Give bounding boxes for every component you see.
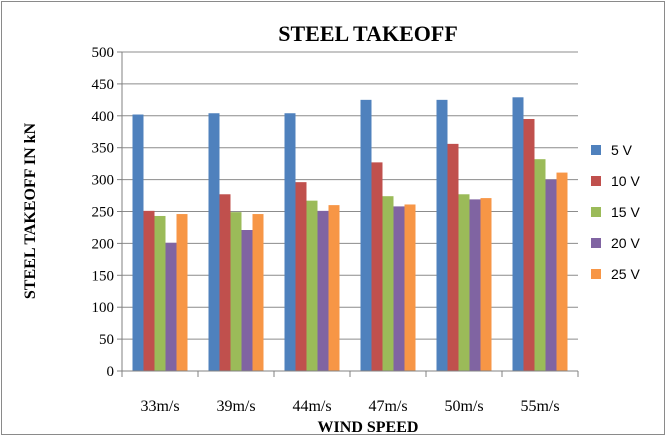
legend-label: 25 V [611,266,640,282]
bar [219,194,231,371]
bar [382,196,394,371]
bar [317,210,329,371]
bar [393,206,405,371]
bar [458,194,470,371]
bar [404,204,416,371]
legend: 5 V 10 V 15 V 20 V 25 V [591,142,640,282]
bar [306,200,318,371]
x-tick-labels: 33m/s 39m/s 44m/s 47m/s 50m/s 55m/s [140,398,559,415]
bar [523,118,535,372]
bar [241,230,253,371]
bar [284,113,296,372]
y-tick-label: 0 [107,364,115,380]
legend-label: 10 V [611,173,640,189]
bar [295,182,307,371]
x-tick-label: 39m/s [216,398,255,415]
bar [328,205,340,371]
y-tick-label: 200 [92,236,115,252]
bar [360,99,372,371]
y-axis-label: STEEL TAKEOFF IN kN [22,122,39,299]
legend-swatch [591,176,601,186]
x-tick-label: 55m/s [520,398,559,415]
bar [371,162,383,371]
y-tick-label: 100 [92,300,115,316]
y-tick-label: 300 [92,173,115,189]
bar [436,99,448,371]
bar [252,214,264,371]
bar [176,214,188,371]
y-tick-label: 450 [92,77,115,93]
legend-label: 5 V [611,142,633,158]
bar [132,114,144,372]
bar [230,212,242,371]
y-tick-label: 400 [92,109,115,125]
legend-swatch [591,238,601,248]
y-tick-label: 250 [92,205,115,221]
bar [143,210,155,371]
bar [469,199,481,371]
bar [512,97,524,371]
legend-swatch [591,269,601,279]
legend-swatch [591,145,601,155]
bar [480,198,492,371]
x-axis-label: WIND SPEED [318,419,419,436]
x-tick-label: 44m/s [292,398,331,415]
y-tick-label: 50 [99,332,114,348]
gridlines [117,51,578,372]
legend-label: 20 V [611,235,640,251]
y-tick-label: 500 [92,45,115,61]
bars [132,97,568,372]
axes [121,52,579,377]
legend-label: 15 V [611,204,640,220]
bar [534,159,546,371]
x-tick-label: 50m/s [444,398,483,415]
legend-swatch [591,207,601,217]
y-tick-label: 150 [92,268,115,284]
bar [208,113,220,372]
x-tick-label: 47m/s [368,398,407,415]
bar [556,172,568,371]
bar [545,179,557,371]
chart-title: STEEL TAKEOFF [278,21,458,46]
bar [154,215,166,371]
y-tick-label: 350 [92,141,115,157]
x-tick-label: 33m/s [140,398,179,415]
bar [447,143,459,371]
bar [165,242,177,371]
y-tick-labels: 0 50 100 150 200 250 300 350 400 450 500 [92,45,115,380]
